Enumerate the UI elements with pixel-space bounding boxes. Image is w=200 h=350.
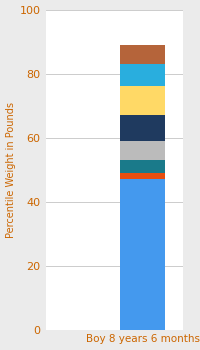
Bar (120, 45, 165, 64)
Y-axis label: Percentile Weight in Pounds: Percentile Weight in Pounds (6, 102, 16, 238)
Bar (120, 141, 165, 160)
Bar (120, 86, 165, 115)
Bar (120, 64, 165, 86)
Bar (120, 160, 165, 173)
Bar (120, 179, 165, 330)
Bar (120, 173, 165, 179)
Bar (120, 115, 165, 141)
